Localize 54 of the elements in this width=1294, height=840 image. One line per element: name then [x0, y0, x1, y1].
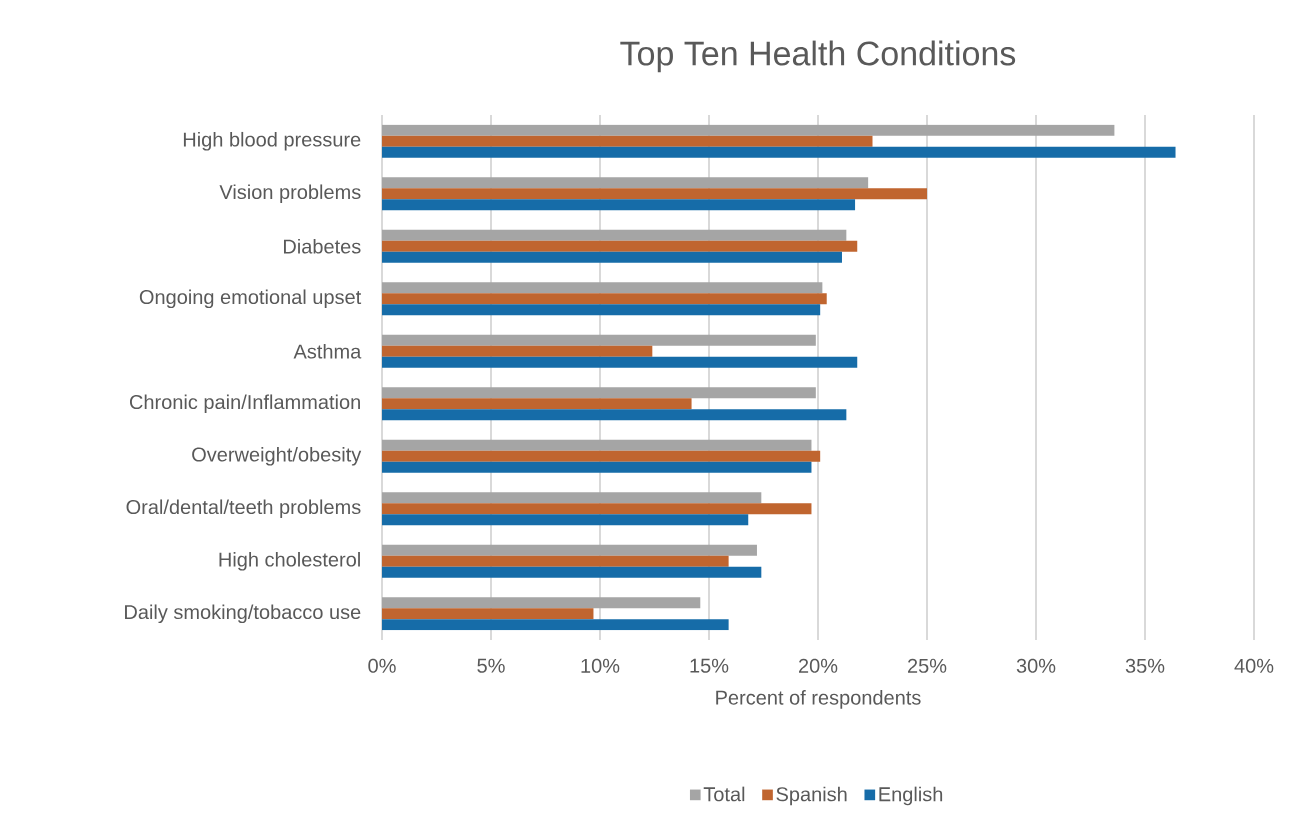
legend-label: Total [703, 786, 745, 802]
y-tick-label: High blood pressure [183, 131, 361, 151]
bar [382, 439, 812, 451]
bar [382, 461, 812, 473]
bar [382, 188, 928, 200]
bar [382, 387, 816, 399]
bar [382, 409, 847, 421]
bar [382, 282, 823, 294]
bar [382, 345, 653, 357]
x-tick-label: 30% [1016, 658, 1056, 673]
y-tick-label: Vision problems [219, 184, 361, 204]
x-tick-label: 5% [477, 658, 505, 673]
y-tick-label: Diabetes [283, 238, 361, 254]
bar [382, 555, 729, 567]
x-tick-label: 15% [690, 658, 729, 673]
bar [382, 146, 1176, 158]
bar [382, 514, 749, 526]
x-tick-label: 35% [1125, 658, 1165, 673]
y-tick-label: Asthma [293, 343, 362, 359]
x-tick-label: 10% [581, 658, 620, 673]
bar [382, 304, 821, 316]
bar [382, 177, 869, 189]
bar [382, 608, 594, 620]
chart-title: Top Ten Health Conditions [620, 40, 1016, 73]
bar [382, 398, 692, 410]
bar [382, 293, 827, 305]
bar [382, 251, 842, 263]
bar [382, 135, 873, 147]
y-tick-label: Daily smoking/tobacco use [125, 604, 361, 624]
bar [382, 124, 1115, 136]
y-tick-label: High cholesterol [219, 551, 360, 571]
bar [382, 199, 856, 211]
bar [382, 229, 847, 241]
bar [382, 566, 762, 578]
bar [382, 334, 816, 346]
x-tick-label: 0% [368, 658, 396, 673]
x-tick-label: 25% [908, 658, 947, 673]
y-tick-label: Ongoing emotional upset [139, 289, 362, 309]
x-axis-title: Percent of respondents [716, 690, 921, 709]
legend-label: Spanish [776, 786, 847, 806]
y-tick-label: Oral/dental/teeth problems [126, 499, 361, 519]
bar [382, 503, 812, 515]
y-tick-label: Chronic pain/Inflammation [129, 394, 360, 414]
y-tick-label: Overweight/obesity [192, 446, 362, 466]
bar [382, 240, 858, 252]
x-tick-label: 40% [1234, 658, 1274, 673]
bar [382, 619, 729, 631]
legend-label: English [879, 786, 943, 806]
bar [382, 492, 762, 504]
bar [382, 450, 821, 462]
bar [382, 597, 701, 609]
x-tick-label: 20% [799, 658, 838, 673]
bar [382, 544, 757, 556]
bar [382, 356, 858, 368]
